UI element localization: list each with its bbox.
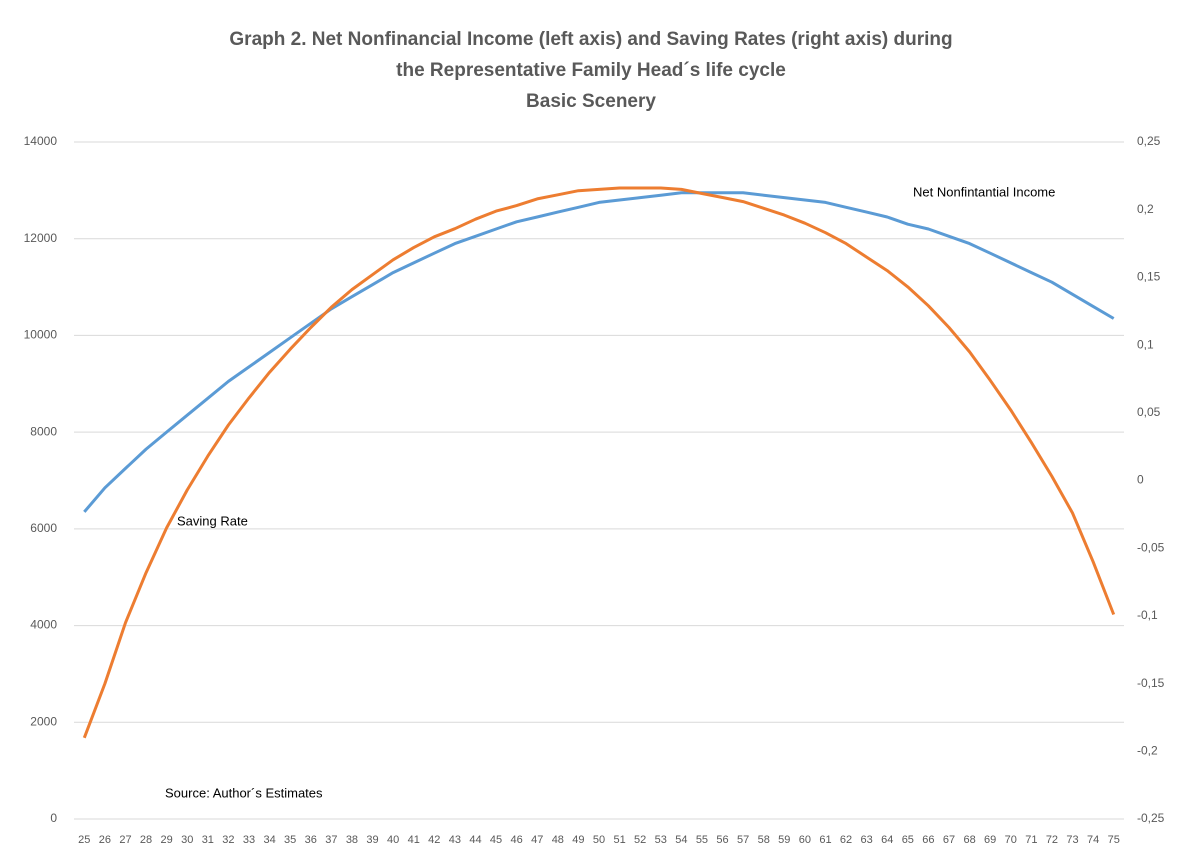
y-tick-label: 10000 [24, 328, 58, 342]
y-tick-label: 14000 [24, 134, 58, 148]
x-tick-label: 44 [469, 834, 481, 846]
x-tick-label: 74 [1087, 834, 1099, 846]
x-tick-label: 37 [325, 834, 337, 846]
x-tick-label: 65 [902, 834, 914, 846]
x-tick-label: 38 [346, 834, 358, 846]
chart-title: Graph 2. Net Nonfinancial Income (left a… [229, 29, 952, 50]
x-tick-label: 31 [202, 834, 214, 846]
series-line [83, 191, 1115, 513]
y2-tick-label: 0,2 [1137, 202, 1154, 216]
x-tick-label: 32 [222, 834, 234, 846]
annotation: Saving Rate [177, 513, 248, 528]
x-tick-label: 35 [284, 834, 296, 846]
y-tick-label: 4000 [30, 618, 57, 632]
x-tick-label: 50 [593, 834, 605, 846]
x-tick-label: 56 [716, 834, 728, 846]
y2-tick-label: 0,15 [1137, 270, 1161, 284]
x-tick-label: 42 [428, 834, 440, 846]
x-tick-label: 72 [1046, 834, 1058, 846]
x-tick-label: 25 [78, 834, 90, 846]
annotation: Source: Author´s Estimates [165, 785, 323, 800]
x-tick-label: 52 [634, 834, 646, 846]
y2-tick-label: 0,05 [1137, 405, 1161, 419]
x-tick-label: 68 [963, 834, 975, 846]
x-tick-label: 53 [655, 834, 667, 846]
x-tick-label: 49 [572, 834, 584, 846]
y2-tick-label: 0,1 [1137, 337, 1154, 351]
y2-tick-label: -0,05 [1137, 540, 1165, 554]
x-tick-label: 69 [984, 834, 996, 846]
x-tick-label: 54 [675, 834, 687, 846]
y2-tick-label: 0 [1137, 473, 1144, 487]
annotation: Net Nonfintantial Income [913, 184, 1055, 199]
series-line [82, 186, 1116, 739]
x-tick-label: 71 [1025, 834, 1037, 846]
x-tick-label: 70 [1005, 834, 1017, 846]
x-tick-label: 63 [861, 834, 873, 846]
x-tick-label: 62 [840, 834, 852, 846]
x-tick-label: 73 [1066, 834, 1078, 846]
chart-title: Basic Scenery [526, 91, 656, 112]
x-tick-label: 29 [161, 834, 173, 846]
x-tick-label: 28 [140, 834, 152, 846]
y-tick-label: 2000 [30, 714, 57, 728]
x-tick-label: 48 [552, 834, 564, 846]
x-tick-label: 30 [181, 834, 193, 846]
x-tick-label: 43 [449, 834, 461, 846]
x-tick-label: 36 [305, 834, 317, 846]
y-tick-label: 6000 [30, 521, 57, 535]
x-tick-label: 64 [881, 834, 893, 846]
x-tick-label: 40 [387, 834, 399, 846]
y2-tick-label: -0,1 [1137, 608, 1158, 622]
x-tick-label: 26 [99, 834, 111, 846]
y2-tick-label: 0,25 [1137, 134, 1161, 148]
y2-tick-label: -0,25 [1137, 811, 1165, 825]
x-tick-label: 41 [408, 834, 420, 846]
y2-tick-label: -0,2 [1137, 743, 1158, 757]
x-tick-label: 46 [511, 834, 523, 846]
x-tick-label: 45 [490, 834, 502, 846]
x-tick-label: 33 [243, 834, 255, 846]
x-tick-label: 47 [531, 834, 543, 846]
y2-tick-label: -0,15 [1137, 676, 1165, 690]
x-tick-label: 34 [263, 834, 275, 846]
x-tick-label: 66 [922, 834, 934, 846]
x-tick-label: 67 [943, 834, 955, 846]
y-tick-label: 0 [50, 811, 57, 825]
y-tick-label: 8000 [30, 424, 57, 438]
x-tick-label: 61 [819, 834, 831, 846]
x-tick-label: 51 [613, 834, 625, 846]
x-tick-label: 60 [799, 834, 811, 846]
x-tick-label: 55 [696, 834, 708, 846]
x-tick-label: 75 [1108, 834, 1120, 846]
x-tick-label: 57 [737, 834, 749, 846]
x-tick-label: 58 [758, 834, 770, 846]
y-tick-label: 12000 [24, 231, 58, 245]
x-tick-label: 59 [778, 834, 790, 846]
chart-title: the Representative Family Head´s life cy… [396, 60, 786, 81]
x-tick-label: 39 [366, 834, 378, 846]
x-tick-label: 27 [119, 834, 131, 846]
